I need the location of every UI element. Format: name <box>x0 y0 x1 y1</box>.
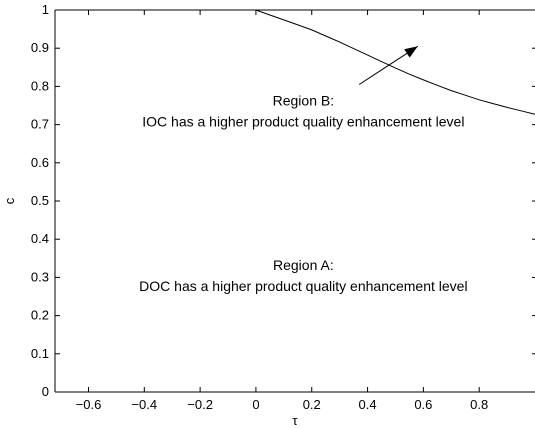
x-tick-label: 0 <box>252 397 259 412</box>
y-tick-label: 0.9 <box>31 40 49 55</box>
region-b-annotation: Region B: <box>273 93 334 109</box>
y-tick-label: 0.5 <box>31 193 49 208</box>
x-tick-label: 0.6 <box>414 397 432 412</box>
x-tick-label: −0.4 <box>131 397 157 412</box>
region-b-annotation: IOC has a higher product quality enhance… <box>142 114 464 130</box>
arrow-head <box>404 46 418 58</box>
x-tick-label: −0.6 <box>76 397 102 412</box>
y-tick-label: 0.7 <box>31 117 49 132</box>
x-tick-label: −0.2 <box>187 397 213 412</box>
y-tick-label: 0.3 <box>31 269 49 284</box>
x-tick-label: 0.8 <box>470 397 488 412</box>
x-tick-label: 0.2 <box>303 397 321 412</box>
y-tick-label: 0.6 <box>31 155 49 170</box>
y-tick-label: 0 <box>42 384 49 399</box>
y-axis-label: c <box>2 197 17 204</box>
boundary-curve <box>255 9 535 115</box>
y-tick-label: 0.1 <box>31 346 49 361</box>
y-tick-label: 0.4 <box>31 231 49 246</box>
y-tick-label: 0.8 <box>31 78 49 93</box>
region-a-annotation: DOC has a higher product quality enhance… <box>139 278 467 294</box>
y-tick-label: 0.2 <box>31 308 49 323</box>
x-tick-label: 0.4 <box>359 397 377 412</box>
region-a-annotation: Region A: <box>273 257 334 273</box>
x-axis-label: τ <box>292 413 298 428</box>
y-tick-label: 1 <box>42 2 49 17</box>
